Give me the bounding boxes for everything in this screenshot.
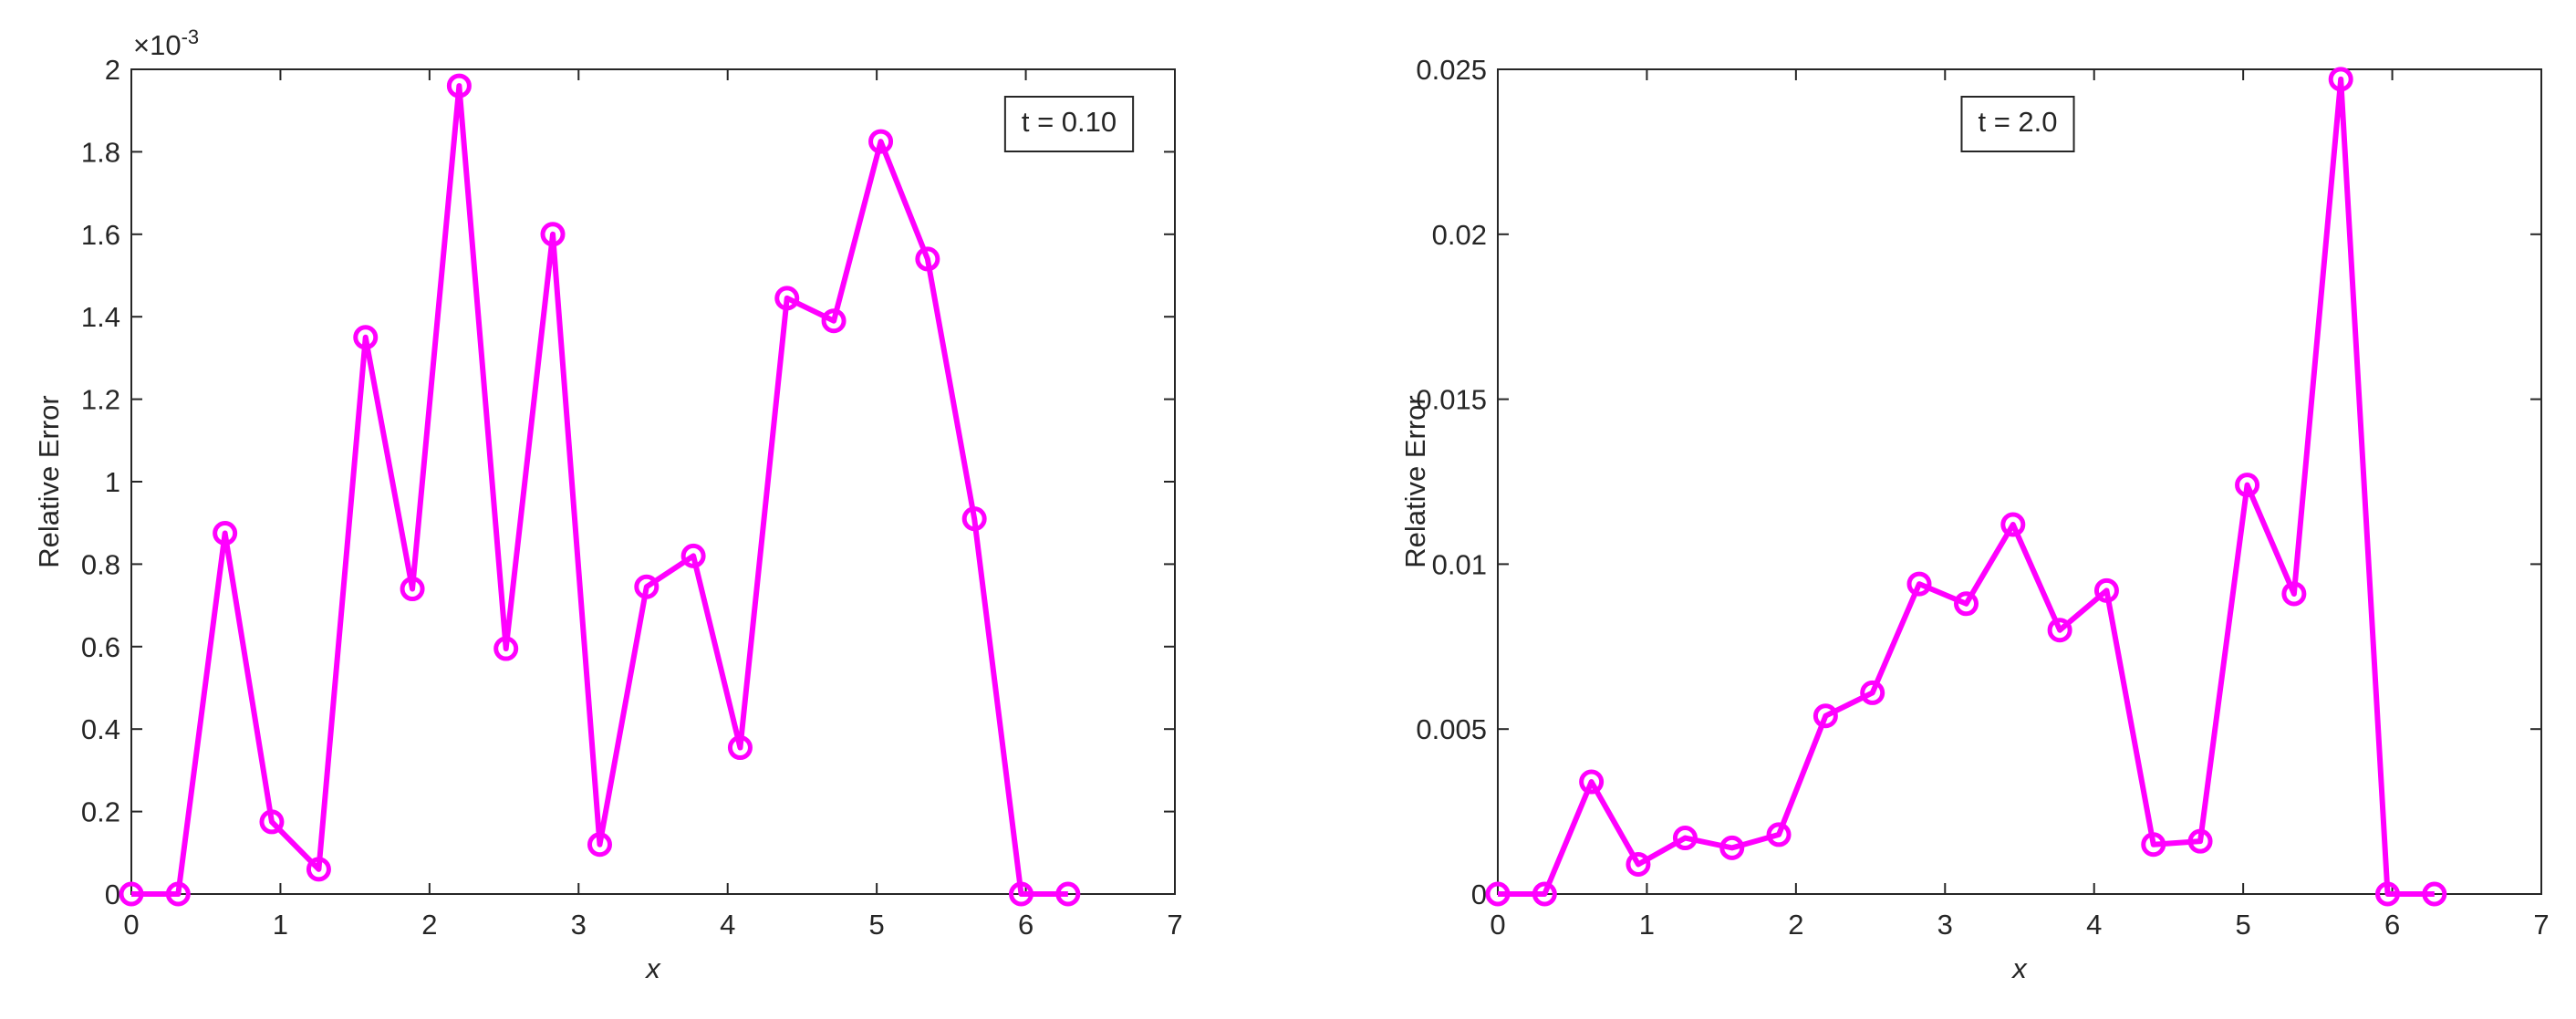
data-marker: [727, 735, 753, 761]
data-line: [1498, 76, 2435, 897]
annotation: t = 0.10: [1022, 106, 1117, 138]
x-tick-label: 2: [1788, 909, 1803, 941]
annotation-box: t = 0.10: [1003, 96, 1135, 152]
x-tick-label: 5: [869, 909, 885, 941]
y-tick-label: 0.02: [1432, 219, 1487, 251]
x-axis-label: x: [2010, 952, 2028, 984]
y-axis-label: Relative Error: [33, 395, 65, 568]
data-marker: [1953, 591, 1979, 617]
x-tick-label: 4: [2086, 909, 2102, 941]
y-tick-label: 0.4: [81, 713, 120, 745]
data-marker: [1766, 822, 1792, 847]
data-marker: [1719, 835, 1745, 860]
x-tick-label: 6: [1018, 909, 1034, 941]
plot-area: [130, 68, 1176, 895]
x-tick-label: 7: [2533, 909, 2549, 941]
data-marker: [400, 577, 425, 602]
y-tick-label: 0: [1471, 879, 1487, 910]
y-tick-label: 0.005: [1416, 713, 1487, 745]
x-tick-label: 7: [1167, 909, 1182, 941]
y-tick-label: 1.8: [81, 136, 120, 168]
x-tick-label: 1: [1639, 909, 1655, 941]
y-tick-label: 0.015: [1416, 384, 1487, 416]
x-tick-label: 0: [1490, 909, 1505, 941]
data-marker: [1485, 881, 1511, 907]
data-line: [131, 83, 1068, 897]
y-tick-label: 0.01: [1432, 548, 1487, 580]
data-marker: [2328, 67, 2353, 92]
data-marker: [1672, 826, 1698, 851]
data-marker: [680, 543, 706, 568]
data-marker: [915, 246, 940, 272]
annotation: t = 2.0: [1978, 106, 2057, 138]
data-marker: [2047, 618, 2072, 643]
data-marker: [2375, 881, 2401, 907]
data-marker: [1532, 881, 1557, 907]
plot-area: [1497, 68, 2542, 895]
data-marker: [353, 325, 379, 350]
data-marker: [868, 129, 894, 154]
x-tick-label: 0: [123, 909, 139, 941]
data-marker: [1860, 680, 1885, 705]
data-marker: [493, 636, 519, 661]
data-marker: [2281, 581, 2307, 607]
data-marker: [961, 506, 987, 532]
y-tick-label: 1.2: [81, 384, 120, 416]
data-marker: [165, 881, 191, 907]
y-tick-label: 0: [105, 879, 120, 910]
x-tick-label: 3: [571, 909, 587, 941]
x-tick-label: 6: [2384, 909, 2400, 941]
annotation-box: t = 2.0: [1960, 96, 2075, 152]
y-tick-label: 0.6: [81, 631, 120, 663]
data-marker: [259, 809, 285, 835]
data-marker: [446, 73, 472, 99]
data-marker: [2093, 577, 2119, 603]
data-marker: [587, 832, 612, 858]
data-marker: [1813, 703, 1838, 729]
data-marker: [821, 308, 847, 334]
y-tick-label: 1: [105, 466, 120, 498]
data-marker: [306, 857, 331, 882]
y-tick-label: 0.2: [81, 796, 120, 828]
x-tick-label: 2: [421, 909, 437, 941]
data-marker: [119, 881, 144, 907]
annotation-frame: [1960, 96, 2075, 152]
y-multiplier-base: ×10: [133, 29, 182, 61]
data-marker: [1906, 571, 1932, 597]
y-tick-label: 1.4: [81, 301, 120, 333]
data-marker: [1626, 851, 1651, 877]
data-marker: [540, 222, 566, 247]
x-tick-label: 5: [2236, 909, 2251, 941]
y-multiplier-exponent: -3: [182, 26, 200, 48]
data-marker: [2000, 512, 2026, 537]
data-marker: [634, 574, 660, 599]
y-axis-label: Relative Error: [1399, 395, 1431, 568]
data-marker: [1055, 881, 1081, 907]
data-marker: [2422, 881, 2447, 907]
x-axis-label: x: [644, 952, 661, 984]
data-marker: [2187, 828, 2213, 854]
y-multiplier: ×10-3: [133, 26, 199, 61]
x-tick-label: 1: [273, 909, 288, 941]
y-tick-label: 2: [105, 54, 120, 86]
y-tick-label: 0.025: [1416, 54, 1487, 86]
annotation-frame: [1003, 96, 1135, 152]
data-marker: [1579, 769, 1605, 795]
y-tick-label: 0.8: [81, 548, 120, 580]
data-marker: [213, 521, 238, 546]
data-marker: [2141, 832, 2166, 858]
y-tick-label: 1.6: [81, 219, 120, 251]
data-marker: [774, 286, 800, 311]
data-marker: [1009, 881, 1034, 907]
data-marker: [2235, 473, 2260, 498]
x-tick-label: 3: [1937, 909, 1953, 941]
x-tick-label: 4: [720, 909, 735, 941]
